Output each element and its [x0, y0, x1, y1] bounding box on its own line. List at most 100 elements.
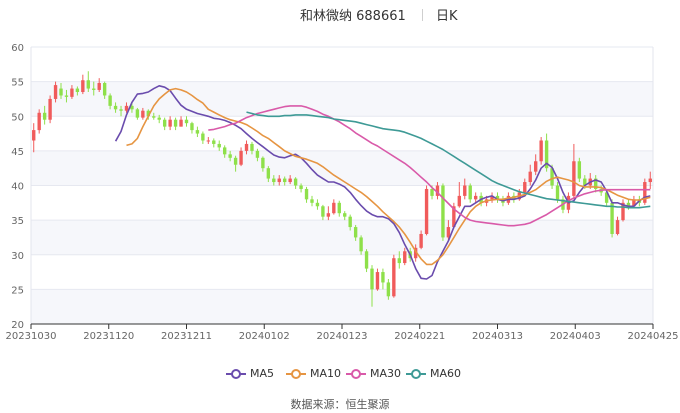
candle-body — [332, 202, 336, 214]
candle-body — [195, 130, 200, 134]
candle-body — [108, 95, 112, 106]
title-separator — [422, 9, 423, 21]
candle-body — [141, 110, 145, 118]
legend-label-ma10: MA10 — [310, 367, 342, 380]
chart-grid — [30, 46, 654, 325]
candle-body — [113, 105, 118, 110]
candle-body — [184, 119, 189, 124]
candle-body — [375, 272, 380, 290]
candle-body — [64, 95, 69, 97]
candle-body — [179, 119, 183, 127]
x-tick-label: 20240102 — [239, 331, 290, 342]
candle-body — [102, 83, 107, 96]
candle-body — [615, 220, 620, 234]
x-tick-label: 20240403 — [550, 331, 601, 342]
candle-body — [413, 247, 418, 259]
series-ma5-line — [114, 85, 651, 280]
candle-body — [424, 188, 429, 234]
candle-body — [157, 117, 161, 120]
candle-body — [277, 178, 281, 183]
candle-body — [201, 133, 205, 141]
candle-body — [473, 195, 478, 200]
candle-body — [261, 157, 265, 169]
candle-body — [539, 140, 543, 162]
candle-body — [370, 268, 374, 290]
x-tick-label: 20240425 — [628, 331, 679, 342]
candle-body — [239, 150, 243, 165]
candle-body — [528, 171, 532, 183]
y-axis-ticks: 60 55 50 45 40 35 30 25 20 — [11, 43, 24, 331]
y-tick-label: 60 — [11, 43, 24, 54]
candle-body — [173, 119, 178, 127]
candle-body — [92, 88, 96, 90]
candle-body — [283, 178, 287, 183]
y-tick-label: 20 — [11, 320, 24, 331]
candle-body — [457, 195, 461, 207]
candle-body — [463, 185, 467, 196]
y-tick-label: 50 — [11, 112, 24, 123]
candle-body — [244, 143, 249, 151]
candle-body — [250, 143, 254, 151]
candle-body — [632, 199, 636, 207]
candle-body — [386, 282, 391, 297]
candle-body — [392, 258, 396, 297]
candle-body — [97, 83, 101, 90]
x-tick-label: 20240313 — [472, 331, 523, 342]
candle-body — [223, 147, 227, 155]
candle-body — [577, 161, 582, 179]
candle-body — [490, 195, 494, 200]
candle-body — [42, 112, 47, 120]
candle-body — [430, 188, 434, 196]
candle-body — [315, 202, 320, 207]
grid-band — [31, 289, 653, 324]
candle-body — [452, 206, 456, 228]
ma60-legend-icon — [406, 369, 426, 379]
moving-average-lines — [114, 85, 651, 280]
candle-body — [544, 140, 549, 169]
series-ma30-line — [208, 105, 651, 227]
candle-body — [53, 85, 58, 99]
grid-band — [31, 220, 653, 255]
y-tick-label: 35 — [11, 216, 24, 227]
candle-body — [59, 88, 63, 96]
legend-label-ma30: MA30 — [370, 367, 402, 380]
candle-body — [495, 195, 500, 200]
candle-body — [212, 140, 216, 144]
candle-body — [146, 110, 150, 117]
candle-body — [310, 199, 314, 203]
candle-body — [119, 109, 123, 111]
x-tick-label: 20240221 — [394, 331, 445, 342]
candle-body — [152, 116, 156, 118]
candle-body — [583, 178, 587, 186]
candle-body — [288, 178, 292, 183]
chart-title: 和林微纳 688661 日K — [0, 5, 680, 25]
candle-body — [162, 119, 167, 127]
x-tick-label: 20231030 — [6, 331, 57, 342]
period-label: 日K — [436, 9, 458, 24]
candle-body — [130, 105, 134, 110]
candle-body — [168, 119, 172, 127]
candle-body — [648, 178, 652, 183]
series-ma10-line — [126, 87, 651, 266]
candle-body — [550, 168, 554, 186]
candle-body — [359, 237, 363, 252]
candle-body — [446, 227, 451, 238]
ma10-legend-icon — [286, 369, 306, 379]
candle-body — [337, 202, 341, 214]
source-name: 恒生聚源 — [345, 398, 390, 411]
candle-body — [206, 140, 211, 142]
candle-body — [610, 202, 614, 234]
legend-label-ma60: MA60 — [430, 367, 462, 380]
candle-body — [255, 150, 260, 158]
candle-body — [321, 206, 325, 217]
candle-body — [86, 80, 90, 89]
candle-body — [364, 251, 369, 269]
candle-body — [435, 185, 440, 196]
candle-body — [419, 233, 423, 248]
data-source: 数据来源：恒生聚源 — [0, 396, 680, 412]
candle-body — [523, 182, 527, 193]
stock-name: 和林微纳 688661 — [300, 9, 406, 24]
candle-body — [403, 251, 407, 264]
legend-label-ma5: MA5 — [250, 367, 275, 380]
candle-body — [81, 80, 85, 93]
